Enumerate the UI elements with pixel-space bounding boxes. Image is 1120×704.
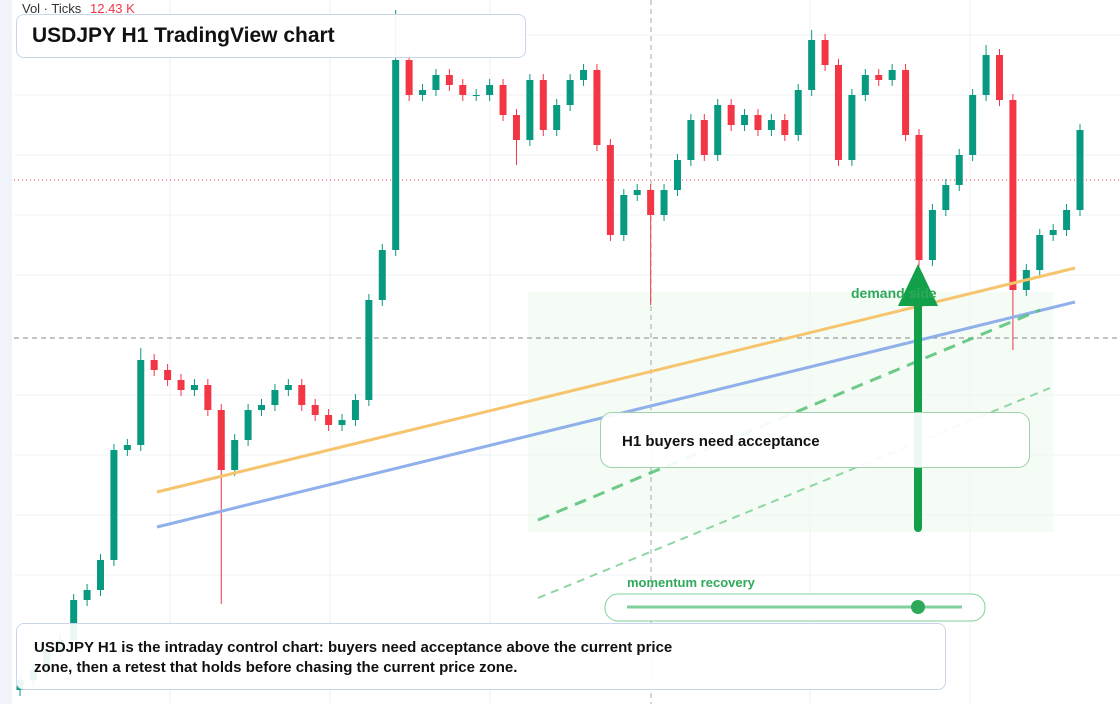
candle-body bbox=[1063, 210, 1071, 230]
slider-knob bbox=[911, 600, 925, 614]
candle-body bbox=[432, 75, 440, 90]
candle-body bbox=[1009, 100, 1017, 290]
candle-body bbox=[392, 60, 400, 250]
candle-body bbox=[741, 115, 749, 125]
projection-dashed bbox=[537, 308, 1041, 522]
candle-body bbox=[767, 120, 775, 130]
candle-body bbox=[244, 410, 252, 440]
candle-body bbox=[781, 120, 789, 135]
annotation: H1 buyers need acceptance bbox=[622, 433, 820, 450]
candle-body bbox=[902, 70, 910, 135]
candle-body bbox=[83, 590, 91, 600]
candle-body bbox=[875, 75, 883, 80]
candle-body bbox=[942, 185, 950, 210]
arrow-head bbox=[898, 264, 938, 306]
caption-box: USDJPY H1 is the intraday control chart:… bbox=[16, 623, 946, 690]
candle-body bbox=[982, 55, 990, 95]
candle-body bbox=[123, 445, 131, 450]
candle-body bbox=[848, 95, 856, 160]
candle-body bbox=[499, 85, 507, 115]
candle-body bbox=[204, 385, 212, 410]
candle-body bbox=[1036, 235, 1044, 270]
annotation-box: H1 buyers need acceptance bbox=[600, 412, 1030, 468]
candle-body bbox=[325, 415, 333, 425]
candle-body bbox=[754, 115, 762, 130]
candle-body bbox=[526, 80, 534, 140]
candle-body bbox=[955, 155, 963, 185]
candle-body bbox=[660, 190, 668, 215]
candle-body bbox=[727, 105, 735, 125]
candle-body bbox=[378, 250, 386, 300]
annotation: demand side bbox=[851, 285, 937, 301]
candle-body bbox=[231, 440, 239, 470]
candle-body bbox=[110, 450, 118, 560]
candle-body bbox=[486, 85, 494, 95]
indicator-value: 12.43 K bbox=[90, 1, 135, 16]
candle-body bbox=[137, 360, 145, 445]
candle-body bbox=[1049, 230, 1057, 235]
candle-body bbox=[445, 75, 453, 85]
candle-body bbox=[298, 385, 306, 405]
candle-body bbox=[365, 300, 373, 400]
candle-body bbox=[539, 80, 547, 130]
candle-body bbox=[566, 80, 574, 105]
candle-body bbox=[593, 70, 601, 145]
candle-body bbox=[351, 400, 359, 420]
candle-body bbox=[164, 370, 172, 380]
candle-body bbox=[888, 70, 896, 80]
candle-body bbox=[580, 70, 588, 80]
candle-body bbox=[177, 380, 185, 390]
candle-body bbox=[673, 160, 681, 190]
indicator-label: Vol · Ticks bbox=[22, 1, 82, 16]
candle-body bbox=[217, 410, 225, 470]
candle-body bbox=[687, 120, 695, 160]
candle-body bbox=[258, 405, 266, 410]
candle-body bbox=[405, 60, 413, 95]
candle-body bbox=[553, 105, 561, 130]
candle-body bbox=[821, 40, 829, 65]
caption: USDJPY H1 is the intraday control chart:… bbox=[34, 639, 673, 676]
candle-body bbox=[995, 55, 1003, 100]
candle-body bbox=[606, 145, 614, 235]
candle-body bbox=[714, 105, 722, 155]
candle-body bbox=[808, 40, 816, 90]
candle-body bbox=[915, 135, 923, 260]
candle-body bbox=[70, 600, 78, 640]
candle-body bbox=[647, 190, 655, 215]
candle-body bbox=[1076, 130, 1084, 210]
candle-body bbox=[620, 195, 628, 235]
candle-body bbox=[271, 390, 279, 405]
candle-body bbox=[190, 385, 198, 390]
candle-body bbox=[97, 560, 105, 590]
title-box: USDJPY H1 TradingView chart bbox=[16, 14, 526, 58]
annotation: momentum recovery bbox=[627, 575, 756, 590]
candle-body bbox=[633, 190, 641, 195]
candle-body bbox=[834, 65, 842, 160]
candle-body bbox=[338, 420, 346, 425]
candle-body bbox=[150, 360, 158, 370]
candle-body bbox=[861, 75, 869, 95]
candle-body bbox=[928, 210, 936, 260]
candle-body bbox=[969, 95, 977, 155]
candle-body bbox=[512, 115, 520, 140]
candle-body bbox=[794, 90, 802, 135]
left-edge bbox=[0, 0, 12, 704]
candle-body bbox=[700, 120, 708, 155]
candle-body bbox=[284, 385, 292, 390]
candle-body bbox=[472, 95, 480, 96]
candle-body bbox=[419, 90, 427, 95]
chart-title: USDJPY H1 TradingView chart bbox=[32, 24, 335, 47]
candle-body bbox=[311, 405, 319, 415]
candle-body bbox=[459, 85, 467, 95]
